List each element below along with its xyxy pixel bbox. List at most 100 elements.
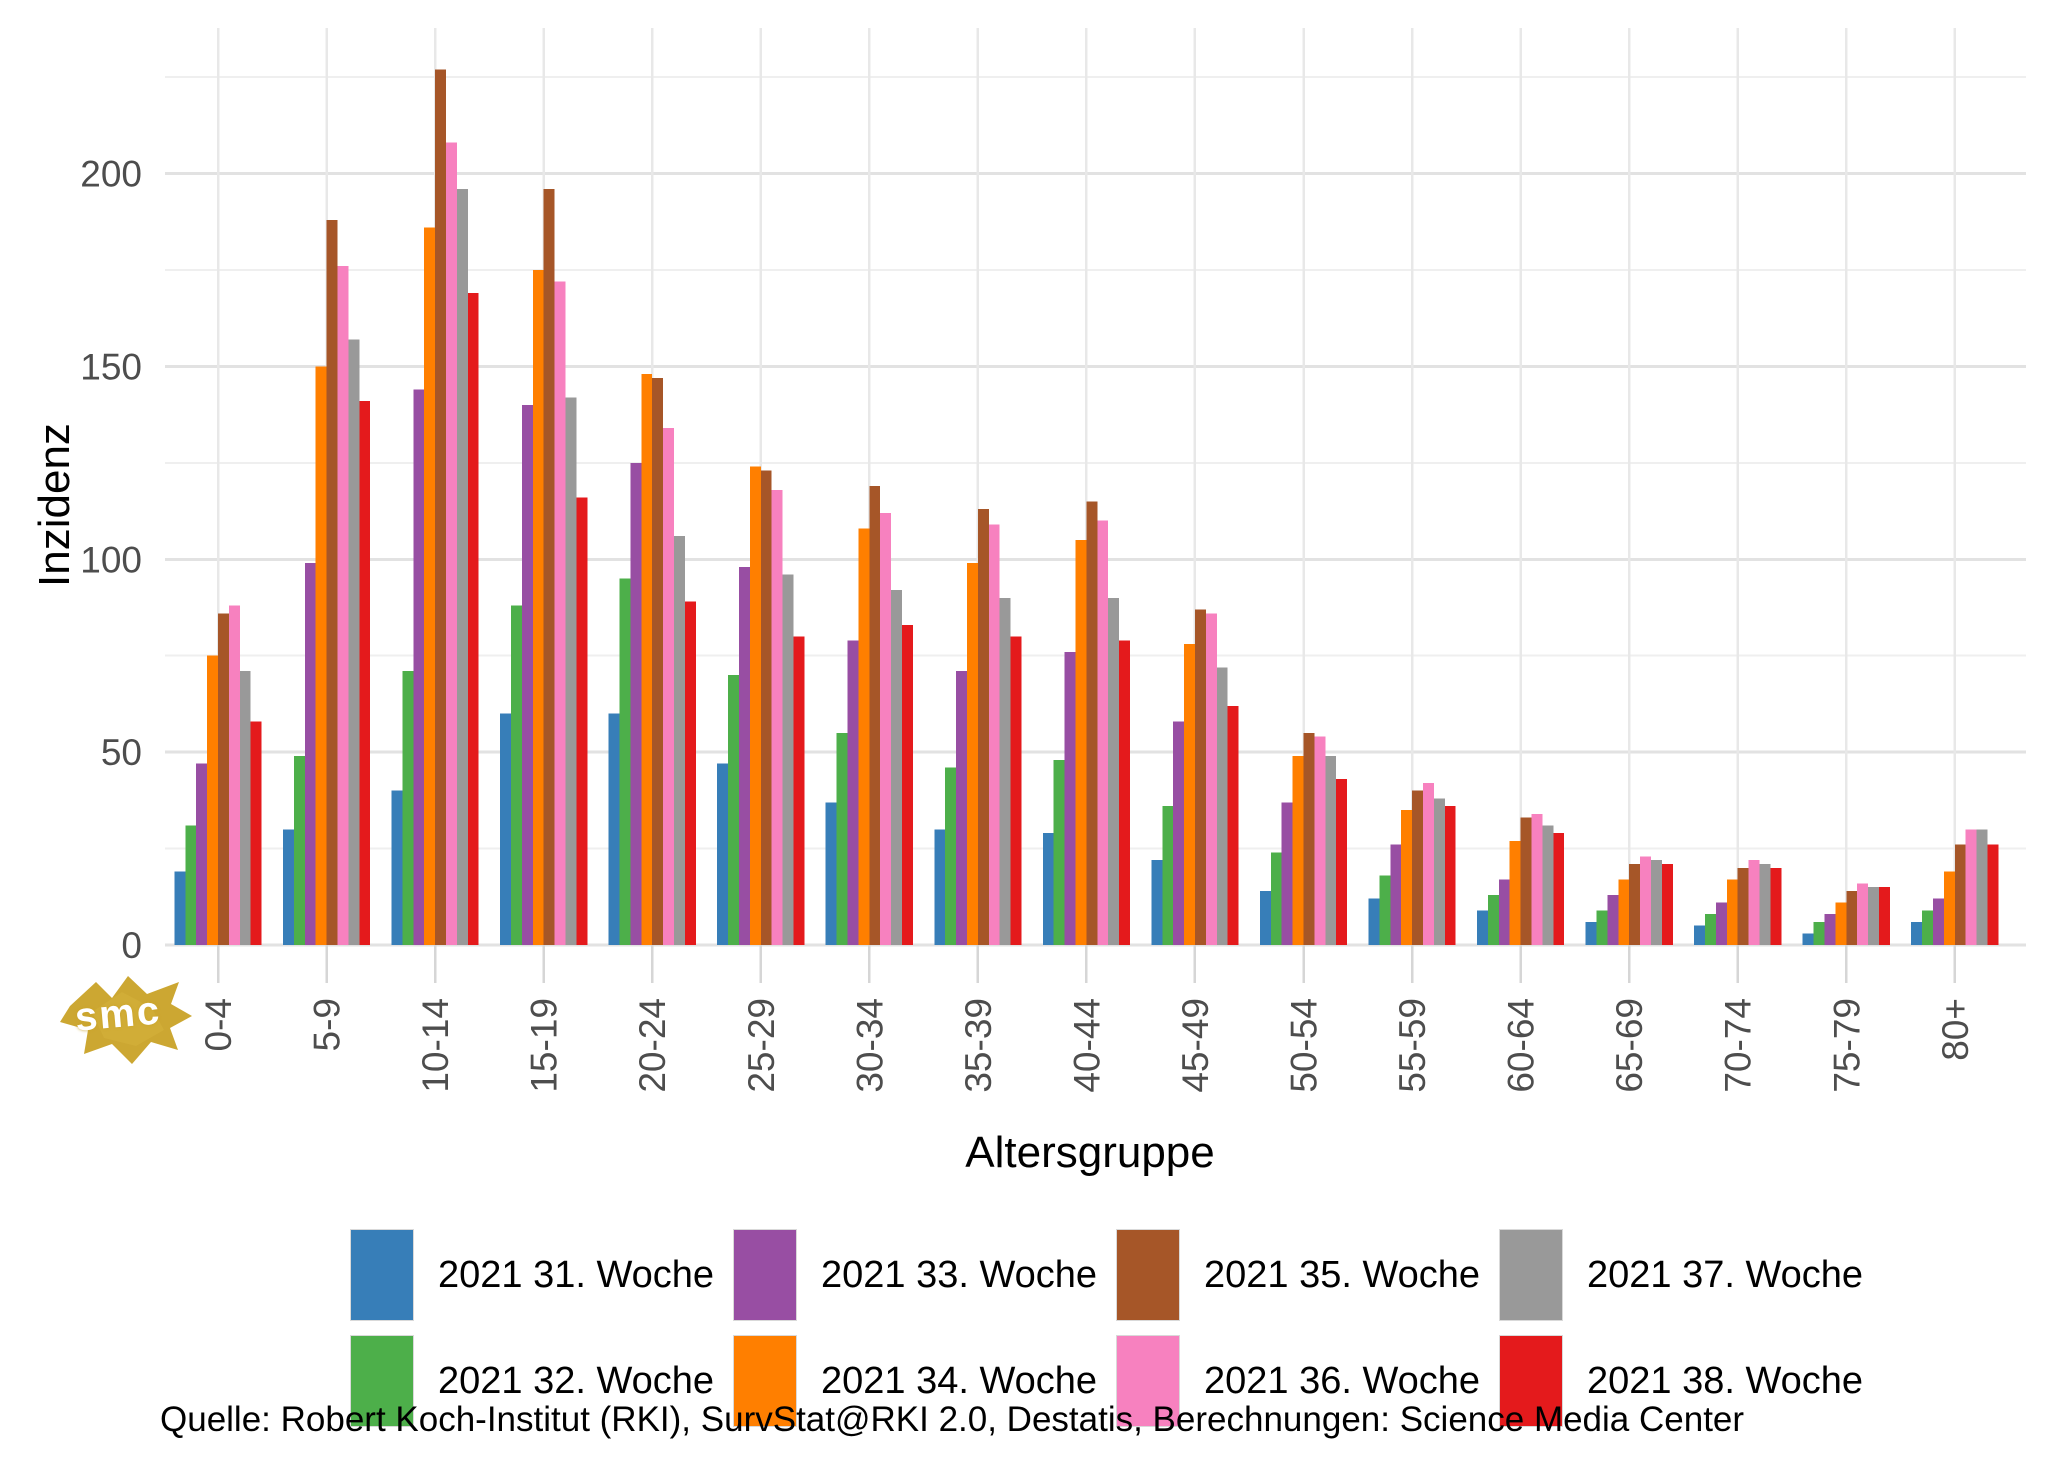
x-tick-label-5-9: 5-9: [307, 998, 348, 1051]
bar-70-74-2021-w34-w: [1726, 879, 1738, 945]
legend-label: 2021 36. Woche: [1204, 1359, 1481, 1402]
legend-swatch: [1116, 1335, 1180, 1427]
bar-0-4-2021-w33-w: [196, 763, 208, 945]
bar-0-4-2021-w32-w: [185, 825, 197, 945]
bar-70-74-2021-w38-w: [1770, 867, 1782, 945]
legend-swatch: [733, 1229, 797, 1321]
legend-item-2021-35-: 2021 35. Woche: [1116, 1227, 1500, 1323]
bar-20-24-2021-w35-w: [652, 378, 664, 945]
bar-75-79-2021-w35-w: [1846, 891, 1858, 945]
bar-5-9-2021-w37-w: [348, 339, 360, 945]
bar-60-64-2021-w31-w: [1477, 910, 1488, 945]
bar-50-54-2021-w31-w: [1259, 891, 1271, 945]
x-tick-label-65-69: 65-69: [1609, 998, 1650, 1093]
bar-25-29-2021-w38-w: [793, 636, 805, 945]
bar-65-69-2021-w33-w: [1607, 894, 1619, 945]
bar-15-19-2021-w36-w: [554, 281, 566, 945]
bar-40-44-2021-w32-w: [1053, 759, 1065, 945]
x-tick-label-80+: 80+: [1935, 998, 1976, 1061]
bar-50-54-2021-w33-w: [1281, 802, 1293, 945]
bar-60-64-2021-w34-w: [1509, 840, 1521, 945]
bar-5-9-2021-w36-w: [337, 266, 349, 946]
bar-75-79-2021-w36-w: [1857, 883, 1869, 945]
bar-20-24-2021-w31-w: [608, 713, 620, 945]
bar-20-24-2021-w32-w: [619, 578, 631, 945]
bar-35-39-2021-w36-w: [988, 524, 1000, 945]
bar-20-24-2021-w36-w: [663, 428, 674, 945]
bar-65-69-2021-w38-w: [1661, 864, 1673, 945]
bar-80+-2021-w33-w: [1933, 898, 1944, 945]
x-tick-label-60-64: 60-64: [1501, 998, 1542, 1093]
x-tick-label-15-19: 15-19: [524, 998, 565, 1093]
bar-40-44-2021-w37-w: [1108, 597, 1120, 945]
bar-60-64-2021-w35-w: [1520, 817, 1532, 945]
y-tick-label-200: 200: [80, 154, 142, 195]
legend-label: 2021 33. Woche: [821, 1253, 1098, 1296]
bar-75-79-2021-w38-w: [1878, 887, 1890, 945]
bar-45-49-2021-w35-w: [1194, 609, 1206, 945]
bar-0-4-2021-w34-w: [207, 655, 218, 945]
bar-30-34-2021-w35-w: [869, 486, 881, 945]
bar-45-49-2021-w37-w: [1216, 667, 1228, 945]
chart-legend: 2021 31. Woche 2021 32. Woche 2021 33. Woc…: [350, 1227, 1883, 1429]
bar-70-74-2021-w32-w: [1705, 914, 1716, 945]
bar-50-54-2021-w32-w: [1270, 852, 1282, 945]
bar-40-44-2021-w34-w: [1075, 540, 1087, 945]
bar-40-44-2021-w31-w: [1042, 833, 1054, 945]
bar-35-39-2021-w32-w: [945, 767, 957, 945]
bar-15-19-2021-w37-w: [565, 397, 577, 945]
x-tick-label-25-29: 25-29: [741, 998, 782, 1093]
bar-65-69-2021-w35-w: [1629, 864, 1641, 945]
y-axis-title: Inzidenz: [30, 423, 79, 587]
x-tick-label-20-24: 20-24: [632, 998, 673, 1093]
bar-60-64-2021-w33-w: [1498, 879, 1510, 945]
legend-swatch: [1116, 1229, 1180, 1321]
bar-30-34-2021-w37-w: [891, 590, 902, 945]
bar-35-39-2021-w38-w: [1010, 636, 1022, 945]
smc-watermark-text: smc: [73, 988, 163, 1040]
bar-55-59-2021-w32-w: [1379, 875, 1391, 945]
bar-80+-2021-w34-w: [1943, 871, 1955, 945]
bar-55-59-2021-w34-w: [1401, 810, 1413, 945]
y-tick-label-100: 100: [80, 539, 142, 580]
legend-item-2021-33-: 2021 33. Woche: [733, 1227, 1117, 1323]
bar-15-19-2021-w38-w: [576, 497, 588, 945]
bar-50-54-2021-w35-w: [1303, 732, 1315, 945]
bar-10-14-2021-w35-w: [435, 69, 446, 945]
bar-5-9-2021-w32-w: [293, 756, 305, 945]
legend-item-2021-38-: 2021 38. Woche: [1499, 1333, 1883, 1429]
bar-80+-2021-w32-w: [1922, 910, 1933, 945]
bar-35-39-2021-w33-w: [956, 671, 967, 945]
bar-65-69-2021-w31-w: [1585, 921, 1597, 945]
bar-55-59-2021-w36-w: [1422, 783, 1434, 945]
bar-75-79-2021-w37-w: [1868, 887, 1879, 945]
bar-70-74-2021-w37-w: [1759, 864, 1771, 945]
bar-5-9-2021-w34-w: [315, 366, 327, 945]
legend-label: 2021 34. Woche: [821, 1359, 1098, 1402]
legend-label: 2021 35. Woche: [1204, 1253, 1481, 1296]
bar-5-9-2021-w38-w: [359, 401, 371, 946]
bar-20-24-2021-w38-w: [684, 601, 696, 945]
legend-swatch: [350, 1335, 414, 1427]
bar-5-9-2021-w33-w: [304, 563, 316, 945]
bar-55-59-2021-w31-w: [1368, 898, 1380, 945]
bar-10-14-2021-w33-w: [413, 389, 425, 945]
legend-item-2021-36-: 2021 36. Woche: [1116, 1333, 1500, 1429]
bar-60-64-2021-w37-w: [1542, 825, 1554, 945]
bar-50-54-2021-w37-w: [1325, 756, 1337, 945]
bar-20-24-2021-w33-w: [630, 462, 642, 945]
bar-65-69-2021-w37-w: [1650, 860, 1662, 945]
bar-75-79-2021-w31-w: [1802, 933, 1814, 945]
bar-40-44-2021-w35-w: [1086, 501, 1098, 945]
legend-label: 2021 38. Woche: [1587, 1359, 1864, 1402]
bar-15-19-2021-w32-w: [510, 605, 522, 945]
x-tick-label-55-59: 55-59: [1392, 998, 1433, 1093]
bar-5-9-2021-w35-w: [326, 219, 338, 945]
bar-40-44-2021-w33-w: [1064, 651, 1076, 945]
x-tick-label-30-34: 30-34: [849, 998, 890, 1093]
x-tick-label-75-79: 75-79: [1826, 998, 1867, 1093]
bar-60-64-2021-w32-w: [1487, 894, 1499, 945]
bar-15-19-2021-w35-w: [543, 189, 555, 945]
smc-logo: [60, 976, 192, 1064]
